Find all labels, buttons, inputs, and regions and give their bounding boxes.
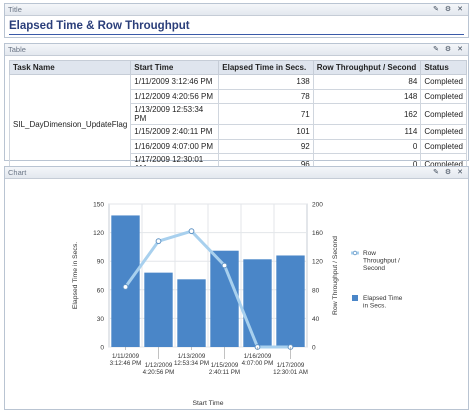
page-title: Elapsed Time & Row Throughput: [9, 20, 190, 32]
row-throughput-cell: 162: [312, 103, 422, 126]
status-cell: Completed: [420, 124, 467, 140]
status-cell: Completed: [420, 74, 467, 90]
chart-panel: Chart ✎ ⚙ ✕ 0 30 60 90 120 150 0 40 80 120 160 200 1…: [4, 166, 469, 410]
legend-label-elapsed: Elapsed Time in Secs.: [363, 295, 403, 310]
y2-tick-label: 120: [312, 259, 323, 266]
table-row: SIL_DayDimension_UpdateFlag 1/11/2009 3:1…: [8, 73, 467, 176]
bar: [276, 255, 305, 347]
line-series-throughput: [124, 229, 291, 349]
y2-tick-label: 200: [312, 202, 323, 209]
x-tick-label: 1/15/2009 2:40:11 PM: [209, 362, 240, 376]
x-tick-label: 1/11/2009 3:12:46 PM: [110, 353, 142, 367]
combo-chart: 0 30 60 90 120 150 0 40 80 120 160 200 1/11/2009 3:12…: [72, 202, 403, 408]
row-throughput-cell: 114: [312, 124, 422, 140]
title-panel-header: Title ✎ ⚙ ✕: [5, 4, 468, 16]
line-point: [221, 262, 228, 269]
column-header-status[interactable]: Status: [420, 60, 467, 75]
bar: [144, 272, 173, 347]
start-time-cell: 1/12/2009 4:20:56 PM: [130, 88, 220, 105]
y-tick-label: 150: [93, 202, 104, 209]
y2-tick-label: 160: [312, 230, 323, 237]
start-time-cell: 1/16/2009 4:07:00 PM: [130, 138, 220, 155]
row-throughput-cell: 84: [312, 74, 422, 90]
elapsed-time-cell: 92: [218, 138, 314, 155]
x-tick-label: 1/12/2009 4:20:56 PM: [143, 362, 175, 376]
edit-icon[interactable]: ✎: [433, 5, 439, 13]
y-axis-title: Elapsed Time in Secs.: [72, 242, 79, 309]
table-panel-header: Table ✎ ⚙ ✕: [5, 44, 468, 56]
title-underline: [9, 34, 464, 35]
x-tick-label: 1/16/2009 4:07:00 PM: [242, 353, 274, 367]
legend-swatch-elapsed: [352, 295, 358, 301]
data-table: Task Name Start Time Elapsed Time in Sec…: [8, 60, 467, 176]
x-tick-label: 1/17/2009 12:30:01 AM: [273, 362, 308, 376]
elapsed-time-cell: 138: [218, 74, 314, 90]
y2-tick-label: 80: [312, 287, 320, 294]
table-row: 1/12/2009 4:20:56 PM 78 148 Completed: [10, 88, 467, 105]
edit-icon[interactable]: ✎: [433, 45, 439, 53]
start-time-cell: 1/11/2009 3:12:46 PM: [130, 74, 220, 90]
line-point: [155, 238, 162, 245]
table-row: 1/16/2009 4:07:00 PM 92 0 Completed: [10, 138, 467, 155]
y-tick-label: 60: [97, 287, 105, 294]
properties-icon[interactable]: ⚙: [444, 45, 452, 53]
elapsed-time-cell: 78: [218, 88, 314, 105]
status-cell: Completed: [420, 103, 467, 126]
task-name-cell: SIL_DayDimension_UpdateFlag: [8, 73, 132, 176]
title-panel: Title ✎ ⚙ ✕ Elapsed Time & Row Throughpu…: [4, 3, 469, 38]
column-header-start-time[interactable]: Start Time: [130, 60, 220, 75]
y2-tick-label: 0: [312, 345, 316, 352]
row-throughput-cell: 0: [312, 138, 422, 155]
x-tick-label: 1/13/2009 12:53:34 PM: [174, 353, 209, 367]
y-tick-label: 90: [97, 259, 105, 266]
table-row: 1/13/2009 12:53:34 PM 71 162 Completed: [10, 103, 467, 126]
chart-panel-header: Chart ✎ ⚙ ✕: [5, 167, 468, 179]
column-header-task-name[interactable]: Task Name: [8, 60, 132, 75]
edit-icon[interactable]: ✎: [433, 168, 439, 176]
title-panel-label: Title: [8, 5, 22, 14]
table-panel-label: Table: [8, 45, 26, 54]
y2-axis-title: Row Throughput / Second: [332, 236, 339, 315]
y2-tick-label: 40: [312, 316, 320, 323]
table-panel: Table ✎ ⚙ ✕ Task Name Start Time Elapsed…: [4, 43, 469, 176]
properties-icon[interactable]: ⚙: [444, 168, 452, 176]
close-icon[interactable]: ✕: [457, 5, 463, 13]
line-point: [122, 284, 129, 290]
line-point: [188, 228, 195, 235]
column-header-elapsed-time[interactable]: Elapsed Time in Secs.: [218, 60, 314, 75]
close-icon[interactable]: ✕: [457, 45, 463, 53]
close-icon[interactable]: ✕: [457, 168, 463, 176]
x-axis-title: Start Time: [193, 400, 224, 407]
bar: [243, 259, 272, 347]
properties-icon[interactable]: ⚙: [444, 5, 452, 13]
row-throughput-cell: 148: [312, 88, 422, 105]
start-time-cell: 1/15/2009 2:40:11 PM: [130, 124, 220, 140]
start-time-cell: 1/13/2009 12:53:34 PM: [130, 103, 220, 126]
chart-panel-label: Chart: [8, 168, 27, 177]
bar: [177, 279, 206, 347]
y-tick-label: 0: [100, 345, 104, 352]
y-tick-label: 120: [93, 230, 104, 237]
status-cell: Completed: [420, 88, 467, 105]
legend-marker-throughput: [352, 250, 358, 256]
table-header-row: Task Name Start Time Elapsed Time in Sec…: [8, 60, 467, 75]
y-tick-label: 30: [97, 316, 105, 323]
elapsed-time-cell: 101: [218, 124, 314, 140]
column-header-row-throughput[interactable]: Row Throughput / Second: [312, 60, 422, 75]
legend-label-throughput: Row Throughput / Second: [363, 250, 400, 272]
status-cell: Completed: [420, 138, 467, 155]
bar: [111, 215, 140, 347]
elapsed-time-cell: 71: [218, 103, 314, 126]
